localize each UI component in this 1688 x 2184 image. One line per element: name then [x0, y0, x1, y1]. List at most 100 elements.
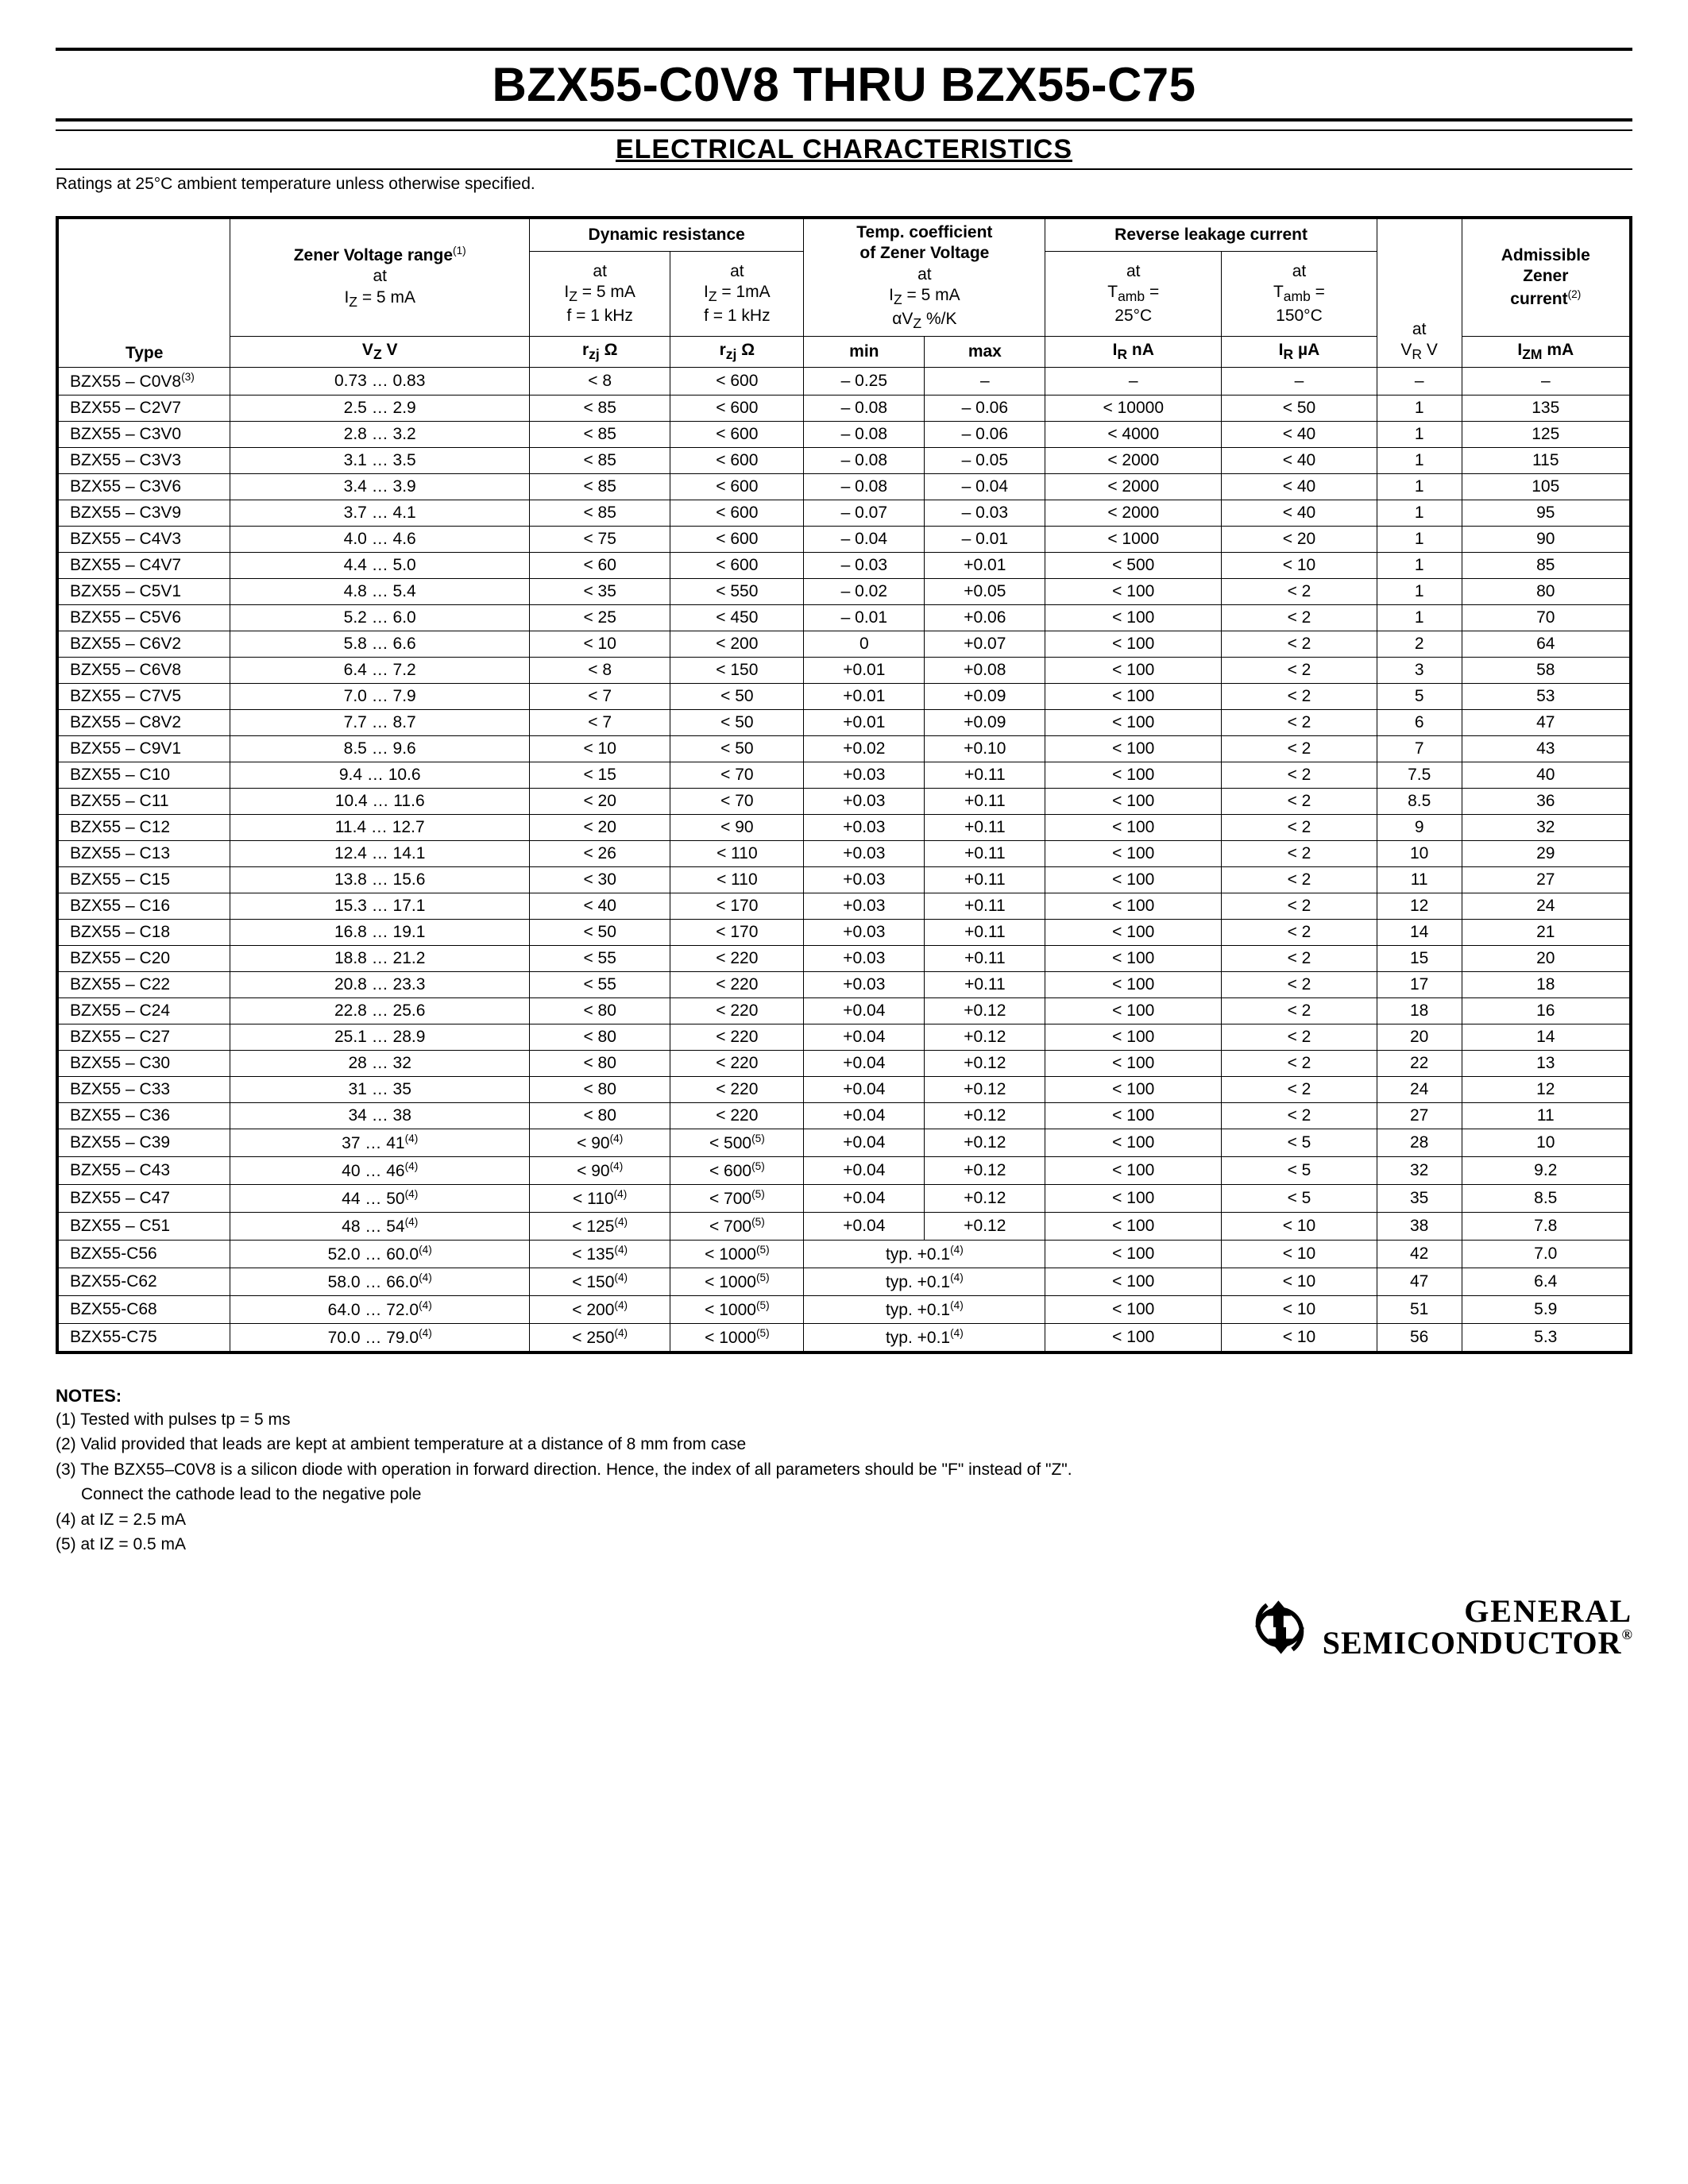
table-cell: BZX55 – C7V5 [57, 683, 230, 709]
table-cell: < 170 [670, 919, 804, 945]
table-cell: 35 [1377, 1184, 1462, 1212]
table-row: BZX55 – C9V18.5 … 9.6< 10< 50+0.02+0.10<… [57, 735, 1631, 762]
table-cell: < 2 [1222, 971, 1377, 997]
table-cell: < 600 [670, 395, 804, 421]
table-cell: < 100 [1045, 762, 1222, 788]
table-cell: < 2000 [1045, 473, 1222, 500]
table-cell: BZX55 – C9V1 [57, 735, 230, 762]
hdr-vz-sup: (1) [453, 245, 466, 257]
table-cell: < 2 [1222, 604, 1377, 631]
table-cell: < 10000 [1045, 395, 1222, 421]
table-cell: < 2 [1222, 945, 1377, 971]
table-cell: < 85 [530, 395, 670, 421]
table-cell: 1 [1377, 500, 1462, 526]
table-cell: < 10 [1222, 552, 1377, 578]
table-cell: 28 [1377, 1129, 1462, 1156]
table-cell: < 100 [1045, 1024, 1222, 1050]
table-cell: +0.06 [925, 604, 1045, 631]
table-cell: 37 … 41(4) [230, 1129, 530, 1156]
table-cell: < 55 [530, 971, 670, 997]
table-cell: 1 [1377, 578, 1462, 604]
table-cell: 20 [1462, 945, 1631, 971]
table-cell: 6.4 … 7.2 [230, 657, 530, 683]
table-cell: +0.04 [804, 1184, 925, 1212]
table-cell: 1 [1377, 526, 1462, 552]
table-cell: < 700(5) [670, 1212, 804, 1240]
table-cell: < 2 [1222, 762, 1377, 788]
table-cell: 6 [1377, 709, 1462, 735]
hdr-rev-25: atTamb =25°C [1107, 262, 1159, 325]
table-cell: < 200(4) [530, 1295, 670, 1323]
table-cell: – 0.06 [925, 395, 1045, 421]
table-cell: 29 [1462, 840, 1631, 866]
table-cell: < 2 [1222, 840, 1377, 866]
table-cell: < 100 [1045, 919, 1222, 945]
table-row: BZX55 – C1110.4 … 11.6< 20< 70+0.03+0.11… [57, 788, 1631, 814]
table-cell: < 500 [1045, 552, 1222, 578]
table-cell: < 80 [530, 1076, 670, 1102]
table-row: BZX55 – C1816.8 … 19.1< 50< 170+0.03+0.1… [57, 919, 1631, 945]
table-cell: +0.03 [804, 840, 925, 866]
table-cell: 1 [1377, 604, 1462, 631]
table-cell: < 2 [1222, 919, 1377, 945]
table-cell: 22.8 … 25.6 [230, 997, 530, 1024]
table-cell: 3 [1377, 657, 1462, 683]
table-cell: 115 [1462, 447, 1631, 473]
table-cell: < 220 [670, 997, 804, 1024]
table-cell: +0.12 [925, 1129, 1045, 1156]
table-cell: +0.11 [925, 866, 1045, 893]
table-cell: < 100 [1045, 735, 1222, 762]
table-cell: 40 [1462, 762, 1631, 788]
table-cell: +0.03 [804, 971, 925, 997]
table-cell: < 100 [1045, 1323, 1222, 1352]
table-cell: BZX55 – C6V2 [57, 631, 230, 657]
table-row: BZX55 – C2725.1 … 28.9< 80< 220+0.04+0.1… [57, 1024, 1631, 1050]
table-cell: +0.05 [925, 578, 1045, 604]
table-cell: 1 [1377, 447, 1462, 473]
table-cell: BZX55 – C27 [57, 1024, 230, 1050]
table-cell: 28 … 32 [230, 1050, 530, 1076]
page-subtitle: ELECTRICAL CHARACTERISTICS [56, 134, 1632, 165]
page-title: BZX55-C0V8 THRU BZX55-C75 [56, 57, 1632, 112]
table-cell: BZX55 – C4V3 [57, 526, 230, 552]
table-cell: BZX55 – C5V1 [57, 578, 230, 604]
table-cell: – 0.01 [804, 604, 925, 631]
table-cell: < 100 [1045, 945, 1222, 971]
table-cell: – 0.04 [804, 526, 925, 552]
table-row: BZX55 – C5V14.8 … 5.4< 35< 550– 0.02+0.0… [57, 578, 1631, 604]
table-cell: < 5 [1222, 1184, 1377, 1212]
table-cell: < 100 [1045, 1268, 1222, 1295]
table-cell: – 0.08 [804, 421, 925, 447]
table-cell: – [1222, 367, 1377, 395]
table-cell: typ. +0.1(4) [804, 1295, 1045, 1323]
table-cell: 3.7 … 4.1 [230, 500, 530, 526]
table-cell: – 0.25 [804, 367, 925, 395]
table-cell: BZX55 – C6V8 [57, 657, 230, 683]
hdr-dyn-1ma: atIZ = 1mAf = 1 kHz [704, 262, 771, 325]
hdr-vz-unit: VZ V [362, 341, 398, 359]
table-row: BZX55 – C1513.8 … 15.6< 30< 110+0.03+0.1… [57, 866, 1631, 893]
table-cell: BZX55 – C30 [57, 1050, 230, 1076]
table-cell: +0.04 [804, 1050, 925, 1076]
table-cell: +0.12 [925, 1212, 1045, 1240]
table-row: BZX55 – C1211.4 … 12.7< 20< 90+0.03+0.11… [57, 814, 1631, 840]
table-body: BZX55 – C0V8(3)0.73 … 0.83< 8< 600– 0.25… [57, 367, 1631, 1352]
table-cell: < 90 [670, 814, 804, 840]
table-row: BZX55 – C3V02.8 … 3.2< 85< 600– 0.08– 0.… [57, 421, 1631, 447]
hdr-type: Type [126, 344, 163, 362]
logo-text: GENERAL SEMICONDUCTOR® [1323, 1596, 1632, 1659]
table-row: BZX55 – C5148 … 54(4)< 125(4)< 700(5)+0.… [57, 1212, 1631, 1240]
table-cell: < 110 [670, 840, 804, 866]
table-cell: +0.04 [804, 1129, 925, 1156]
table-cell: +0.04 [804, 1076, 925, 1102]
hdr-vz-title: Zener Voltage range [294, 246, 453, 264]
table-cell: < 80 [530, 1024, 670, 1050]
table-cell: 7.8 [1462, 1212, 1631, 1240]
table-cell: +0.11 [925, 762, 1045, 788]
table-cell: BZX55 – C0V8(3) [57, 367, 230, 395]
table-cell: < 7 [530, 709, 670, 735]
table-row: BZX55 – C2018.8 … 21.2< 55< 220+0.03+0.1… [57, 945, 1631, 971]
table-row: BZX55 – C2220.8 … 23.3< 55< 220+0.03+0.1… [57, 971, 1631, 997]
table-cell: BZX55-C62 [57, 1268, 230, 1295]
table-cell: < 2 [1222, 997, 1377, 1024]
